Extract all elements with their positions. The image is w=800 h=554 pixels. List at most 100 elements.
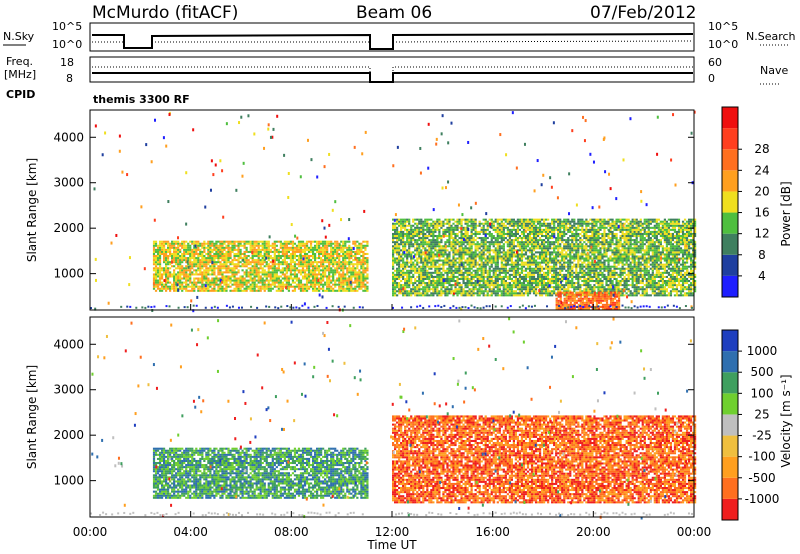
heatmap-cell [245, 242, 248, 245]
heatmap-cell [253, 255, 256, 258]
heatmap-cell [448, 277, 451, 280]
heatmap-cell [561, 275, 564, 278]
heatmap-cell [508, 257, 511, 260]
heatmap-cell [277, 269, 280, 272]
heatmap-cell [203, 248, 206, 251]
noise-left-tick-top: 10^5 [52, 20, 82, 33]
heatmap-cell [271, 283, 274, 286]
heatmap-cell [480, 284, 483, 287]
heatmap-cell [253, 265, 256, 268]
heatmap-cell [432, 261, 435, 264]
heatmap-cell [350, 285, 353, 288]
heatmap-cell [553, 222, 556, 225]
heatmap-cell [532, 288, 536, 291]
heatmap-cell [422, 286, 425, 289]
heatmap-cell [311, 271, 315, 274]
heatmap-cell [362, 252, 365, 255]
heatmap-cell [394, 282, 397, 285]
heatmap-cell [426, 288, 429, 291]
heatmap-cell [428, 277, 431, 280]
heatmap-cell [261, 257, 264, 260]
heatmap-cell [452, 257, 455, 260]
heatmap-cell [263, 244, 266, 247]
heatmap-cell [536, 232, 540, 235]
heatmap-cell [565, 251, 568, 254]
heatmap-cell [169, 285, 172, 288]
heatmap-cell [434, 224, 437, 227]
heatmap-cell [235, 248, 238, 251]
heatmap-cell [289, 277, 293, 280]
heatmap-cell [436, 222, 439, 225]
heatmap-cell [209, 259, 212, 262]
heatmap-cell [448, 288, 451, 291]
heatmap-cell [356, 289, 359, 292]
heatmap-cell [528, 265, 532, 268]
heatmap-cell [440, 286, 443, 289]
heatmap-cell [534, 226, 538, 229]
heatmap-cell [516, 243, 520, 246]
heatmap-cell [227, 255, 230, 258]
heatmap-cell [307, 259, 311, 262]
heatmap-cell [356, 240, 359, 243]
heatmap-cell [512, 267, 515, 270]
heatmap-cell [518, 237, 522, 240]
heatmap-cell [502, 259, 505, 262]
heatmap-cell [158, 257, 162, 260]
heatmap-cell [197, 246, 200, 249]
heatmap-cell [440, 288, 443, 291]
heatmap-cell [243, 289, 246, 292]
heatmap-cell [154, 261, 158, 264]
heatmap-cell [524, 284, 528, 287]
heatmap-cell [410, 288, 413, 291]
heatmap-cell [207, 277, 210, 280]
heatmap-cell [534, 269, 538, 272]
heatmap-cell [504, 226, 507, 229]
heatmap-cell [510, 284, 513, 287]
heatmap-cell [561, 241, 564, 244]
heatmap-cell [253, 261, 256, 264]
heatmap-cell [472, 275, 475, 278]
heatmap-cell [311, 248, 315, 251]
heatmap-cell [490, 255, 493, 258]
heatmap-cell [448, 220, 451, 223]
heatmap-cell [506, 243, 509, 246]
heatmap-cell [418, 277, 421, 280]
heatmap-cell [175, 259, 178, 262]
heatmap-cell [452, 277, 455, 280]
heatmap-cell [293, 275, 297, 278]
heatmap-cell [474, 263, 477, 266]
heatmap-cell [480, 239, 483, 242]
heatmap-cell [338, 275, 341, 278]
heatmap-cell [249, 261, 252, 264]
heatmap-cell [158, 265, 162, 268]
heatmap-cell [430, 280, 433, 283]
heatmap-cell [522, 282, 526, 285]
heatmap-cell [476, 249, 479, 252]
heatmap-cell [293, 255, 297, 258]
heatmap-cell [235, 273, 238, 276]
heatmap-cell [392, 251, 395, 254]
heatmap-cell [171, 257, 174, 260]
heatmap-cell [215, 277, 218, 280]
heatmap-cell [156, 271, 160, 274]
heatmap-cell [494, 280, 497, 283]
heatmap-cell [434, 288, 437, 291]
heatmap-cell [454, 243, 457, 246]
heatmap-cell [474, 220, 477, 223]
heatmap-cell [191, 289, 194, 292]
heatmap-cell [247, 273, 250, 276]
heatmap-cell [185, 259, 188, 262]
heatmap-cell [448, 259, 451, 262]
heatmap-cell [305, 248, 309, 251]
heatmap-cell [559, 235, 562, 238]
heatmap-cell [243, 244, 246, 247]
heatmap-cell [303, 248, 307, 251]
heatmap-cell [269, 255, 272, 258]
heatmap-cell [478, 275, 481, 278]
heatmap-cell [303, 250, 307, 253]
heatmap-cell [438, 263, 441, 266]
heatmap-cell [488, 253, 491, 256]
heatmap-cell [532, 224, 536, 227]
heatmap-cell [440, 267, 443, 270]
heatmap-cell [320, 259, 323, 262]
